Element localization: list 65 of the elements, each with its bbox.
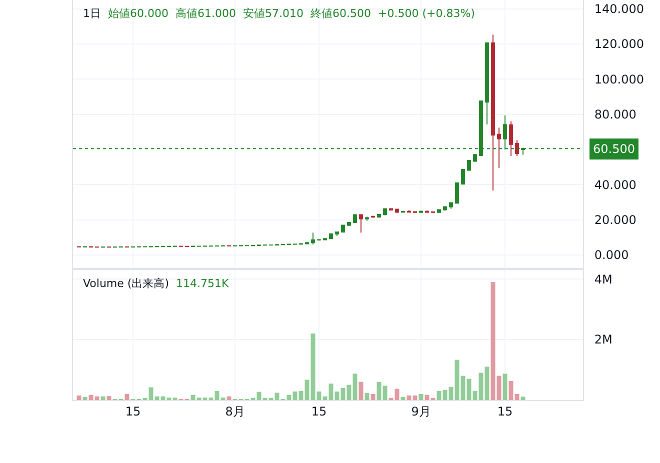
annotation: 114.751K — [176, 277, 230, 290]
bar — [370, 394, 376, 400]
candlestick — [455, 182, 459, 204]
candlestick — [317, 238, 321, 242]
candlestick — [443, 206, 447, 212]
bar — [520, 396, 526, 400]
x-tick-label: 8月 — [225, 404, 245, 418]
candlestick — [353, 214, 357, 224]
x-tick-label: 15 — [497, 404, 513, 418]
y-tick-label: 40.000 — [594, 178, 636, 192]
bar — [76, 395, 82, 400]
bar — [358, 382, 364, 400]
y-tick-label: 100.000 — [594, 72, 644, 86]
bar — [502, 374, 508, 400]
y-tick-label: 20.000 — [594, 213, 636, 228]
candlestick — [329, 233, 333, 240]
y-tick-label: 4M — [594, 272, 612, 286]
bar — [226, 396, 232, 400]
text: Volume (出来高) — [83, 277, 169, 290]
bar — [82, 396, 88, 400]
candlestick — [389, 208, 393, 211]
candlestick — [371, 215, 375, 218]
candlestick — [497, 127, 501, 168]
candlestick — [359, 214, 363, 234]
x-tick-label: 15 — [311, 404, 327, 418]
text: 1日 — [83, 7, 101, 20]
ref-line-label: 60.500 — [593, 142, 635, 156]
bar — [124, 394, 130, 400]
candlestick — [419, 210, 423, 214]
annotation: 始値60.000 — [108, 7, 168, 20]
annotation: +0.500 (+0.83%) — [378, 7, 475, 20]
candlestick — [509, 120, 513, 157]
candlestick — [461, 168, 465, 185]
annotation: 安値57.010 — [243, 7, 304, 20]
candlestick — [341, 224, 345, 233]
y-tick-label: 140.000 — [594, 2, 644, 16]
candlestick — [515, 140, 519, 157]
candlestick — [485, 42, 489, 125]
candlestick — [377, 214, 381, 218]
y-tick-label: 120.000 — [594, 37, 644, 52]
bar — [100, 396, 106, 400]
bar — [364, 393, 370, 400]
candlestick — [473, 154, 477, 162]
candlestick — [413, 210, 417, 214]
bar — [418, 394, 424, 400]
candlestick — [437, 208, 441, 214]
x-tick-label: 9月 — [411, 404, 431, 418]
candlestick — [491, 34, 495, 191]
candlestick — [335, 231, 339, 236]
annotation: 高値61.000 — [176, 7, 236, 20]
annotation: 終値60.500 — [310, 7, 371, 20]
candlestick — [449, 202, 453, 210]
candlestick — [311, 232, 315, 245]
y-tick-label: 0.000 — [594, 248, 629, 262]
bar — [106, 396, 112, 400]
y-tick-label: 80.000 — [594, 108, 636, 122]
bar — [400, 396, 406, 400]
y-tick-label: 2M — [594, 332, 612, 347]
candlestick — [383, 208, 387, 216]
candlestick — [365, 216, 369, 222]
candlestick — [305, 242, 309, 244]
candlestick — [425, 210, 429, 214]
candlestick — [467, 160, 471, 172]
candlestick — [347, 222, 351, 226]
x-tick-label: 15 — [125, 404, 141, 418]
